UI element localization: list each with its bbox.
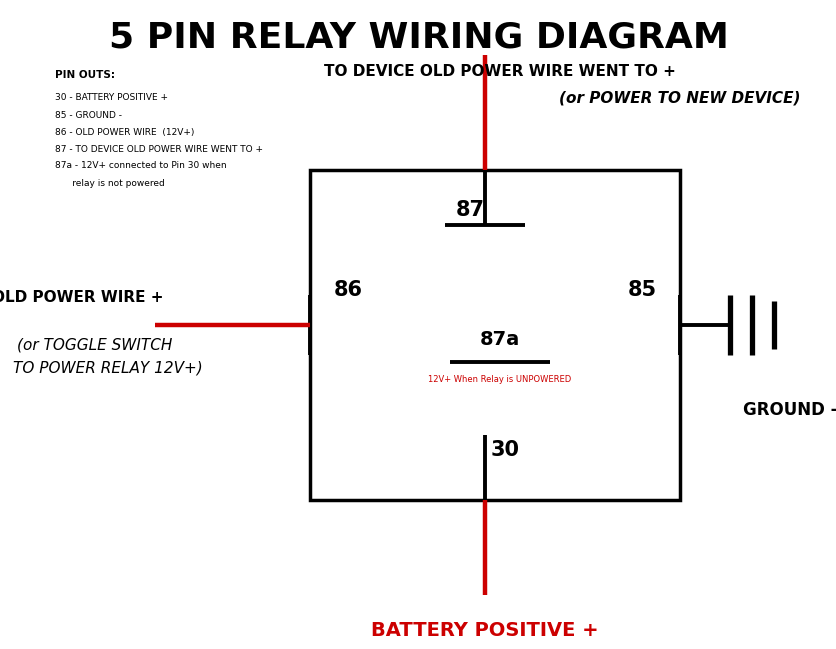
- Text: TO POWER RELAY 12V+): TO POWER RELAY 12V+): [13, 360, 202, 376]
- Text: GROUND -: GROUND -: [742, 401, 836, 419]
- Text: OLD POWER WIRE +: OLD POWER WIRE +: [0, 291, 164, 306]
- Text: 86 - OLD POWER WIRE  (12V+): 86 - OLD POWER WIRE (12V+): [55, 127, 194, 136]
- Text: (or TOGGLE SWITCH: (or TOGGLE SWITCH: [18, 337, 172, 352]
- Text: BATTERY POSITIVE +: BATTERY POSITIVE +: [370, 620, 598, 639]
- Text: 85 - GROUND -: 85 - GROUND -: [55, 110, 122, 119]
- Text: 30: 30: [490, 440, 519, 460]
- Text: 12V+ When Relay is UNPOWERED: 12V+ When Relay is UNPOWERED: [428, 375, 571, 384]
- Text: 87a - 12V+ connected to Pin 30 when: 87a - 12V+ connected to Pin 30 when: [55, 162, 227, 171]
- Text: 87a: 87a: [479, 330, 519, 349]
- Text: 30 - BATTERY POSITIVE +: 30 - BATTERY POSITIVE +: [55, 93, 168, 103]
- Text: 87: 87: [455, 200, 484, 220]
- Text: (or POWER TO NEW DEVICE): (or POWER TO NEW DEVICE): [558, 90, 800, 106]
- Text: relay is not powered: relay is not powered: [55, 178, 165, 188]
- Text: TO DEVICE OLD POWER WIRE WENT TO +: TO DEVICE OLD POWER WIRE WENT TO +: [324, 64, 675, 79]
- Text: 86: 86: [333, 280, 362, 300]
- Text: 85: 85: [627, 280, 655, 300]
- Text: PIN OUTS:: PIN OUTS:: [55, 70, 115, 80]
- Bar: [309, 170, 679, 500]
- Text: 5 PIN RELAY WIRING DIAGRAM: 5 PIN RELAY WIRING DIAGRAM: [109, 21, 727, 55]
- Text: 87 - TO DEVICE OLD POWER WIRE WENT TO +: 87 - TO DEVICE OLD POWER WIRE WENT TO +: [55, 145, 263, 154]
